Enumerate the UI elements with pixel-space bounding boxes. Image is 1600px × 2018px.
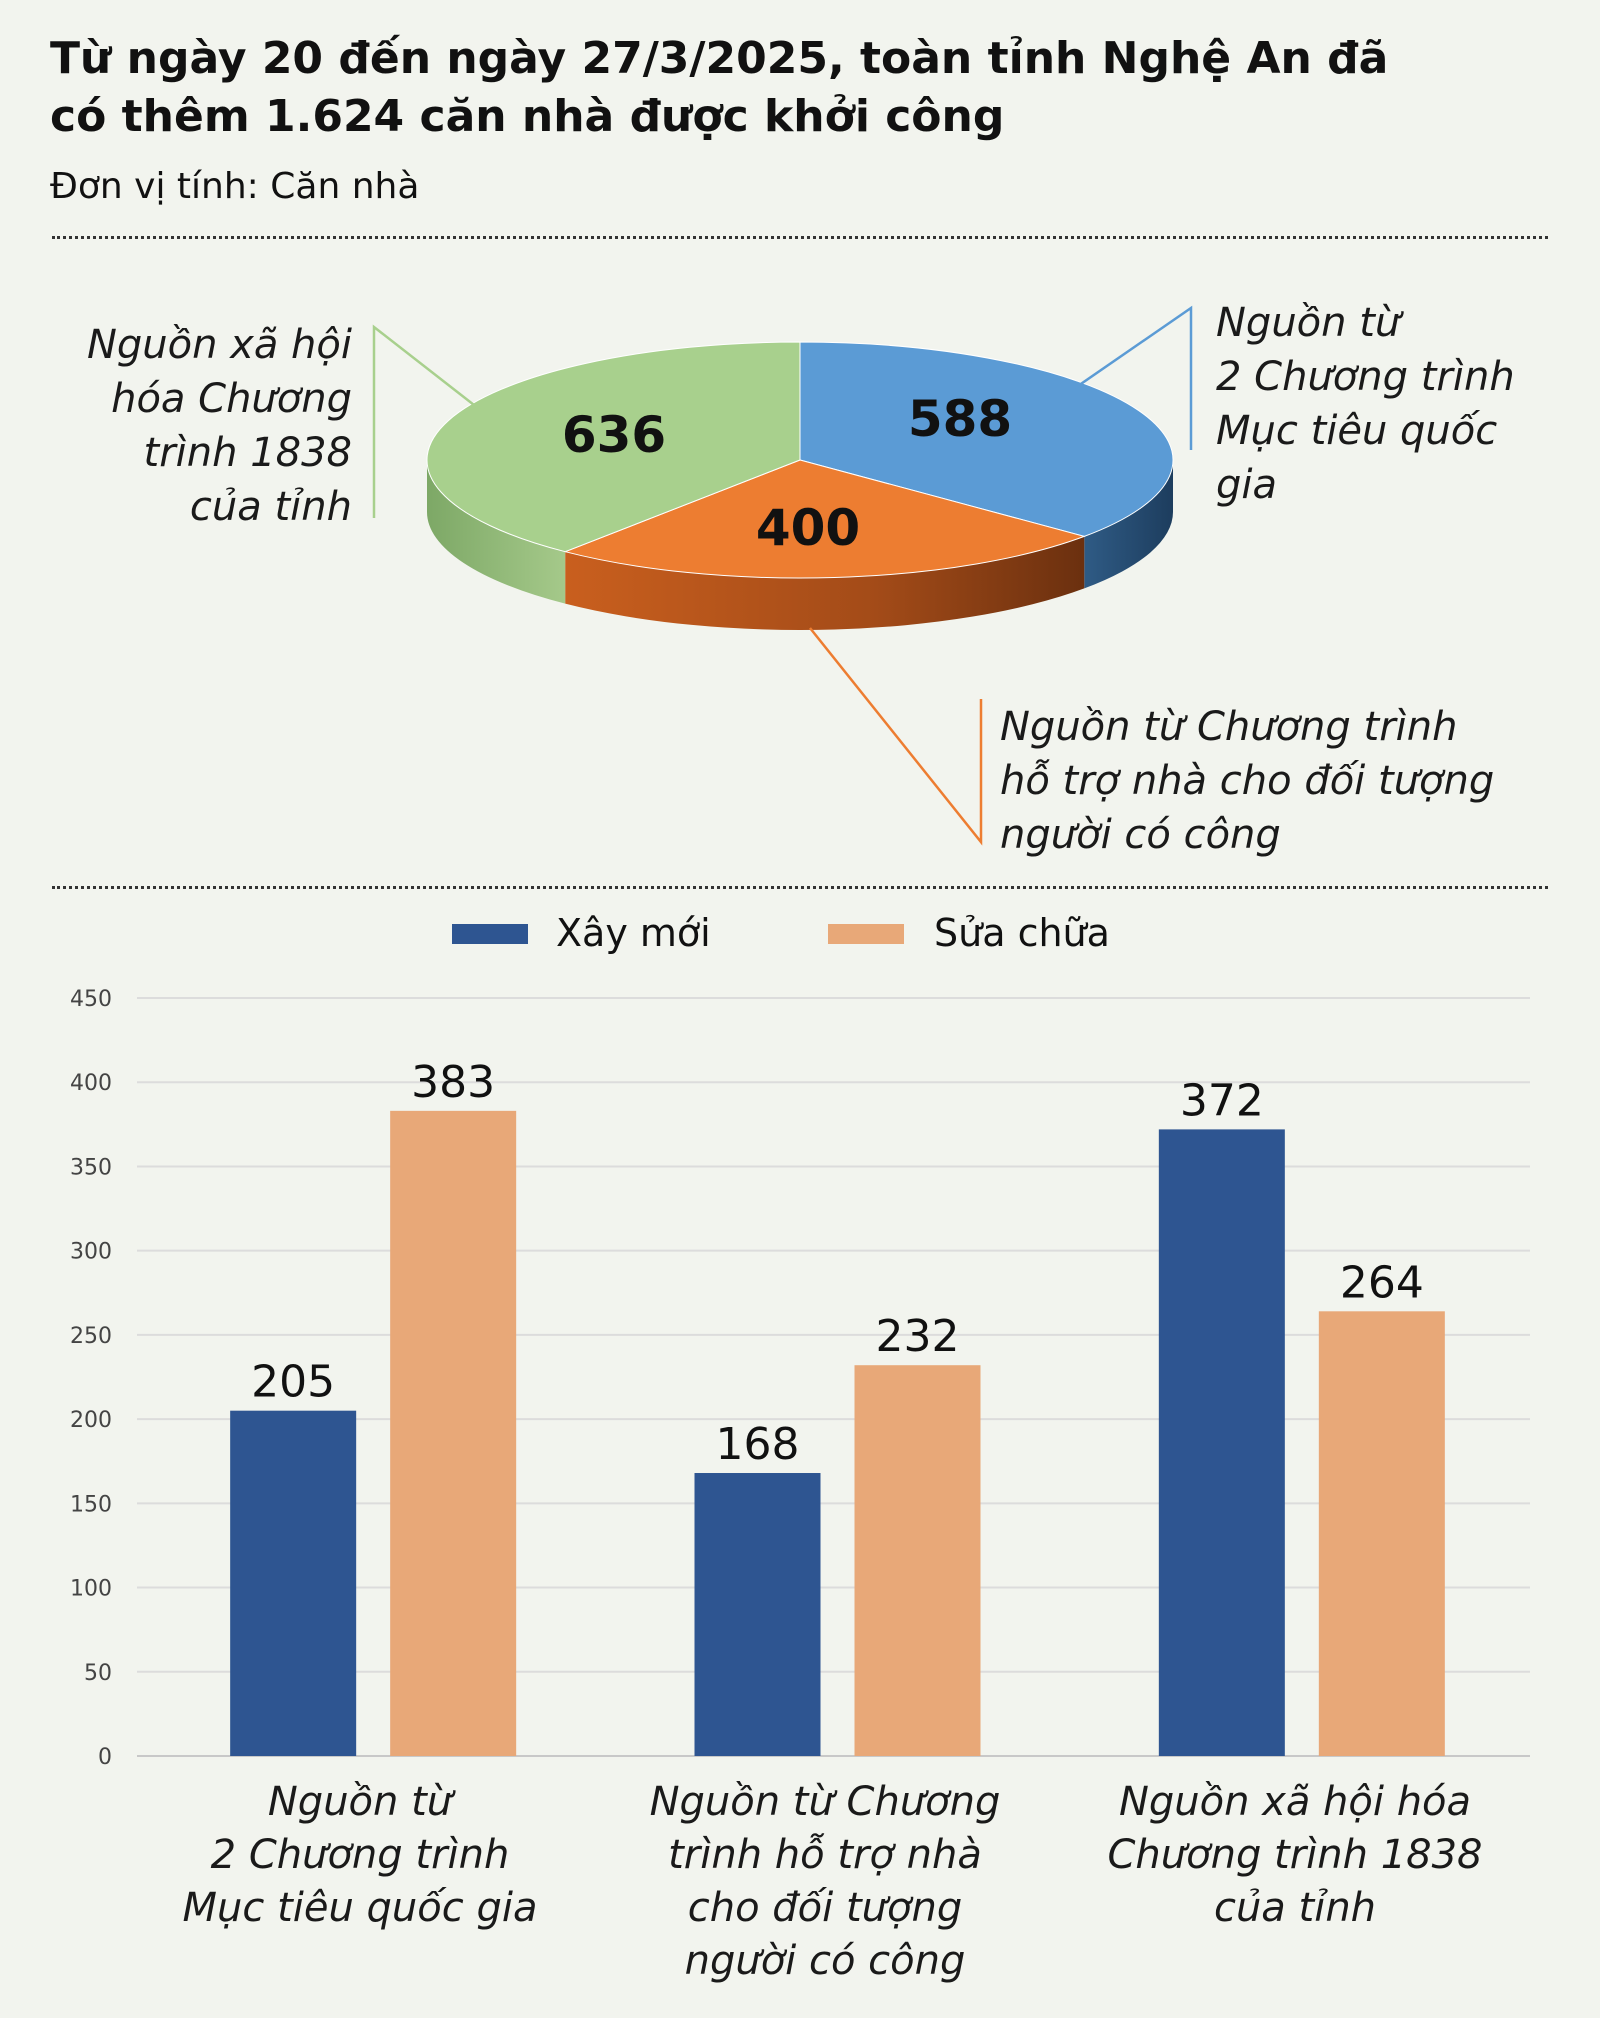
legend-swatch-xay-moi bbox=[452, 924, 528, 944]
pie-label-1: Nguồn từ Chương trình hỗ trợ nhà cho đối… bbox=[1000, 704, 1495, 858]
legend-label-xay-moi: Xây mới bbox=[556, 911, 711, 955]
pie-label-0: Nguồn từ 2 Chương trình Mục tiêu quốc gi… bbox=[1216, 300, 1515, 508]
bar-xay-moi-1 bbox=[694, 1473, 821, 1756]
category-label-0: Nguồn từ 2 Chương trình Mục tiêu quốc gi… bbox=[182, 1779, 538, 1931]
pie-label-2: Nguồn xã hội hóa Chương trình 1838 của t… bbox=[86, 322, 352, 530]
category-label-1: Nguồn từ Chương trình hỗ trợ nhà cho đối… bbox=[649, 1779, 1001, 1984]
y-tick-label: 100 bbox=[70, 1577, 112, 1602]
bar-value-label: 383 bbox=[411, 1057, 495, 1108]
y-tick-label: 150 bbox=[70, 1492, 112, 1517]
pie-chart: 588 400 636 bbox=[372, 305, 1193, 846]
divider-top bbox=[52, 236, 1548, 239]
bar-value-label: 264 bbox=[1340, 1257, 1424, 1308]
pie-slice-green bbox=[426, 341, 801, 553]
chart-title: Từ ngày 20 đến ngày 27/3/2025, toàn tỉnh… bbox=[50, 33, 1389, 142]
pie-leader-green bbox=[372, 324, 484, 518]
y-tick-label: 300 bbox=[70, 1240, 112, 1265]
legend-label-sua-chua: Sửa chữa bbox=[934, 911, 1110, 955]
divider-middle bbox=[52, 886, 1548, 889]
pie-value-green: 636 bbox=[562, 406, 666, 464]
pie-value-orange: 400 bbox=[756, 499, 860, 557]
unit-label: Đơn vị tính: Căn nhà bbox=[50, 166, 420, 207]
pie-slice-orange bbox=[563, 459, 1086, 579]
y-tick-label: 0 bbox=[98, 1745, 112, 1770]
bar-xay-moi-2 bbox=[1158, 1129, 1285, 1756]
y-tick-label: 350 bbox=[70, 1155, 112, 1180]
bar-value-label: 232 bbox=[876, 1311, 960, 1362]
y-tick-label: 250 bbox=[70, 1324, 112, 1349]
pie-leader-blue bbox=[1074, 305, 1193, 450]
bar-sua-chua-0 bbox=[390, 1110, 517, 1756]
legend-swatch-sua-chua bbox=[828, 924, 904, 944]
pie-side-orange bbox=[565, 536, 1085, 630]
y-tick-label: 50 bbox=[84, 1661, 112, 1686]
y-tick-label: 200 bbox=[70, 1408, 112, 1433]
bar-value-label: 372 bbox=[1180, 1075, 1264, 1126]
y-tick-label: 400 bbox=[70, 1071, 112, 1096]
bar-xay-moi-0 bbox=[230, 1410, 357, 1756]
bar-chart: Xây mới Sửa chữa 0 50 100 150 200 250 300 350 40… bbox=[70, 911, 1530, 1770]
bar-value-label: 205 bbox=[251, 1357, 335, 1408]
pie-leader-orange bbox=[809, 627, 983, 846]
bar-sua-chua-2 bbox=[1318, 1311, 1445, 1756]
bar-value-label: 168 bbox=[716, 1419, 800, 1470]
category-label-2: Nguồn xã hội hóa Chương trình 1838 của t… bbox=[1107, 1779, 1483, 1931]
y-tick-label: 450 bbox=[70, 987, 112, 1012]
pie-slice-blue bbox=[799, 341, 1174, 537]
pie-value-blue: 588 bbox=[908, 390, 1012, 448]
pie-side-green bbox=[427, 460, 566, 604]
pie-side-blue bbox=[1084, 460, 1173, 589]
bar-sua-chua-1 bbox=[854, 1365, 981, 1756]
